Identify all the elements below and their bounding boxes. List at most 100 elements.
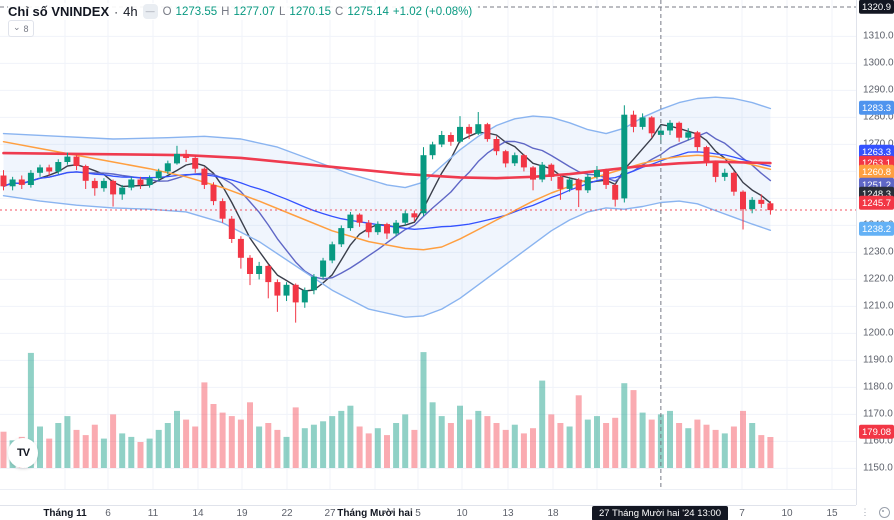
time-axis-label: 19 [236,508,248,519]
time-axis-label: 15 [826,508,838,519]
axis-more-icon[interactable]: ⋮ [860,507,870,517]
volume-bar [73,429,80,468]
candle-body [27,172,34,185]
candle-body [9,179,16,187]
candle-body [55,162,62,172]
volume-bar [292,407,299,468]
interval-label[interactable]: 4h [123,4,138,19]
volume-bar [438,416,445,468]
volume-bar [457,405,463,468]
volume-bar [100,438,107,468]
legend-more-icon[interactable]: — [142,4,158,19]
volume-bar [511,424,518,468]
volume-bar [703,424,710,468]
candle-body [292,284,299,303]
candle-body [411,213,418,218]
candle-body [164,163,171,172]
volume-bar [630,390,637,468]
chevron-down-icon: ⌄ [13,22,21,32]
volume-bar [320,421,327,468]
candle-body [767,203,774,211]
volume-bar [402,414,409,468]
volume-bar [274,429,281,468]
volume-bar [694,419,701,468]
candle-body [64,156,71,162]
chart-plot-area[interactable]: Chỉ số VNINDEX · 4h — O 1273.55 H 1277.07 … [0,0,856,505]
candle-body [749,199,756,210]
volume-bar [730,426,737,468]
candle-body [247,257,253,274]
time-axis-label: 7 [739,508,745,519]
candle-body [155,171,162,179]
volume-bar [648,419,655,468]
pane-separator[interactable] [0,489,856,490]
candle-body [447,135,454,142]
volume-bar [384,435,390,468]
candle-body [46,167,53,172]
volume-bar [0,431,7,468]
candle-body [37,167,43,173]
volume-bar [228,416,235,468]
volume-bar [475,410,482,468]
candle-body [201,168,208,185]
volume-bar [374,428,381,468]
candle-body [183,153,190,158]
candle-body [740,191,746,210]
indicators-collapse-button[interactable]: ⌄ 8 [8,20,34,37]
candle-body [685,132,692,138]
volume-bar [256,426,263,468]
candle-body [466,126,473,134]
candle-body [502,151,509,164]
price-axis[interactable]: 1310.01300.01290.01280.01270.01260.01250… [856,0,894,505]
volume-bar [420,352,427,468]
time-axis-label: 6 [105,508,111,519]
candle-body [630,114,637,127]
settings-gear-icon[interactable] [878,507,890,518]
time-axis-label: 22 [281,508,293,519]
volume-bar [301,428,308,468]
price-chart-canvas[interactable] [0,0,856,505]
candle-body [329,244,336,261]
candle-body [82,166,89,181]
volume-bar [758,435,765,468]
candle-body [119,187,126,195]
volume-bar [584,419,591,468]
candle-body [393,222,400,234]
volume-bar [174,410,180,468]
volume-bar [429,402,436,468]
candle-body [648,117,655,134]
tradingview-logo-text: TV [16,447,30,459]
volume-bar [119,433,126,468]
time-axis-label: Tháng Mười hai [337,508,413,519]
bb-upper-line [2,96,772,189]
close-label: C [335,5,344,18]
price-tick-label: 1200.0 [863,327,894,339]
symbol-legend[interactable]: Chỉ số VNINDEX · 4h — O 1273.55 H 1277.07 … [8,3,479,20]
candle-body [137,179,144,185]
volume-bar [310,424,317,468]
volume-bar [64,416,71,468]
candle-body [91,180,98,189]
volume-bar [356,426,363,468]
candle-body [283,284,290,296]
volume-bar [575,395,582,468]
volume-bar [110,414,117,468]
volume-bar [466,419,473,468]
candle-body [100,180,107,189]
volume-bar [502,429,509,468]
time-axis-label: 27 [324,508,336,519]
candle-body [594,170,600,177]
low-label: L [279,5,286,18]
candle-body [310,276,317,291]
indicator-count: 8 [23,23,29,34]
candle-body [365,222,372,233]
price-tick-label: 1270.0 [863,139,894,150]
time-axis-label: 13 [502,508,514,519]
volume-bar [621,383,628,468]
candle-body [475,124,482,134]
tradingview-logo[interactable]: TV [8,438,38,468]
time-axis[interactable]: 27 Tháng Mười hai '24 13:00 Tháng 11 6 11 1… [0,505,894,520]
symbol-title: Chỉ số VNINDEX [8,4,110,19]
volume-bar [265,423,272,468]
candle-body [703,147,710,162]
